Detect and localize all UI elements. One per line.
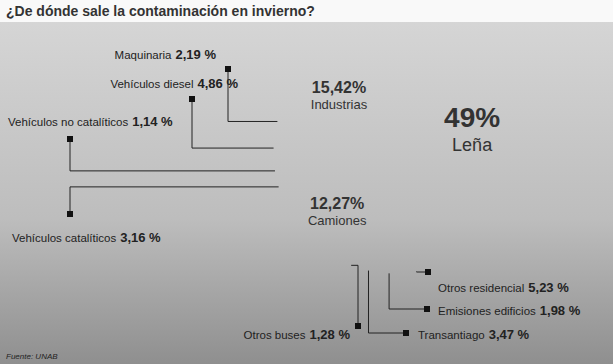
category-label: Maquinaria xyxy=(115,49,172,61)
leader-line xyxy=(389,273,427,309)
pie-slice xyxy=(395,152,440,287)
title: ¿De dónde sale la contaminación en invie… xyxy=(6,3,315,19)
data-label: 3,16 % xyxy=(120,230,161,245)
data-label: 5,23 % xyxy=(528,280,569,295)
leader-dot xyxy=(225,66,231,72)
labels: 49%Leña Otros residencial 5,23 % Emisiones … xyxy=(8,47,581,342)
category-label: Leña xyxy=(452,135,493,155)
pie-slice xyxy=(261,152,395,178)
data-label: 1,98 % xyxy=(540,303,581,318)
data-label: 12,27% xyxy=(310,195,364,212)
pie xyxy=(260,17,530,287)
leader-dot xyxy=(67,136,73,142)
category-label: Vehículos catalíticos xyxy=(12,232,116,244)
data-label: 49% xyxy=(444,102,500,133)
data-label: 3,47 % xyxy=(489,327,530,342)
category-label: Emisiones edificios xyxy=(438,305,536,317)
leader-dot xyxy=(67,211,73,217)
data-label: 1,14 % xyxy=(132,114,173,129)
pie-slice xyxy=(267,22,395,152)
leader-line xyxy=(228,69,277,121)
category-label: Transantiago xyxy=(418,329,485,341)
leader-line xyxy=(368,271,406,333)
leader-dot xyxy=(425,269,431,275)
leader-dot xyxy=(189,96,195,102)
source: Fuente: UNAB xyxy=(6,352,58,361)
category-label: Vehículos diesel xyxy=(110,78,193,90)
data-label: 4,86 % xyxy=(198,76,239,91)
data-label: 2,19 % xyxy=(176,47,217,62)
leader-dot xyxy=(424,306,430,312)
category-label: Industrias xyxy=(311,97,368,112)
data-label: 1,28 % xyxy=(310,327,351,342)
pie-slice xyxy=(358,17,530,279)
pie-slice xyxy=(380,152,397,287)
leader-dot xyxy=(403,330,409,336)
pie-slice xyxy=(270,152,395,276)
pie-slice xyxy=(260,127,395,168)
category-label: Otros buses xyxy=(244,329,306,341)
category-label: Camiones xyxy=(308,213,367,228)
data-label: 15,42% xyxy=(312,79,366,96)
leader-line xyxy=(351,265,358,326)
category-label: Vehículos no catalíticos xyxy=(8,116,128,128)
title-band xyxy=(0,0,613,22)
pie-slice xyxy=(262,109,395,152)
leader-line xyxy=(70,139,275,171)
chart: 49%Leña Otros residencial 5,23 % Emisiones … xyxy=(0,0,613,364)
leader-dot xyxy=(355,323,361,329)
category-label: Otros residencial xyxy=(438,282,524,294)
leader-line xyxy=(192,99,274,148)
leader-line xyxy=(70,187,279,214)
background xyxy=(0,0,613,364)
